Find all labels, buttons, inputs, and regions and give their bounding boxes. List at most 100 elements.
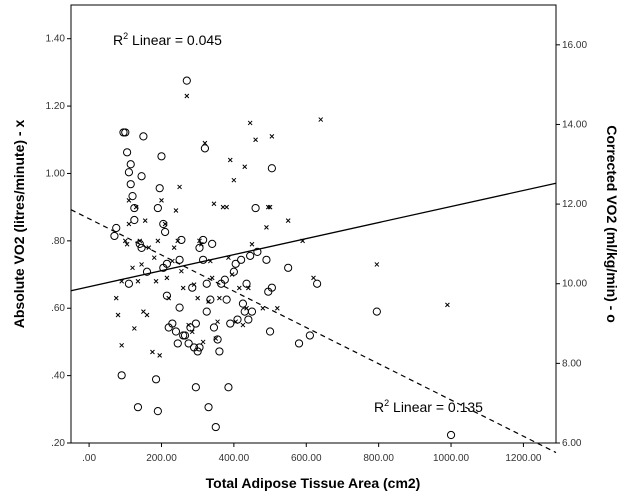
left-y-axis-title: Absolute VO2 (litres/minute) - x	[11, 120, 27, 329]
right-y-tick-label: 6.00	[562, 438, 582, 449]
x-tick-label: 400.00	[219, 453, 250, 464]
corrected-vo2-point	[135, 239, 144, 249]
right-y-axis-title: Corrected VO2 (ml/kg/min) - o	[604, 125, 620, 323]
left-y-tick-label: .20	[51, 438, 65, 449]
corrected-vo2-point	[151, 375, 161, 384]
absolute-vo2-point	[151, 255, 157, 261]
corrected-vo2-point	[171, 327, 181, 336]
absolute-vo2-point	[119, 342, 125, 348]
x-tick-label: 200.00	[146, 453, 177, 464]
corrected-vo2-point	[133, 403, 143, 412]
corrected-vo2-point	[168, 319, 177, 328]
x-tick-label: 1200.00	[505, 453, 542, 464]
right-y-tick-label: 12.00	[562, 199, 587, 210]
corrected-vo2-point	[215, 347, 224, 356]
corrected-vo2-point	[188, 283, 197, 292]
corrected-vo2-point	[186, 323, 195, 332]
absolute-vo2-point	[177, 184, 182, 190]
corrected-vo2-point	[237, 255, 246, 264]
corrected-vo2-point	[161, 227, 170, 237]
corrected-vo2-point	[372, 307, 381, 316]
left-y-tick-label: .40	[51, 371, 65, 382]
corrected-vo2-point	[130, 215, 139, 225]
corrected-vo2-point	[244, 315, 253, 324]
corrected-vo2-point	[126, 160, 135, 169]
corrected-vo2-point	[182, 76, 191, 85]
absolute-vo2-fit-line	[70, 182, 557, 292]
corrected-vo2-point	[177, 235, 186, 245]
corrected-vo2-point	[265, 327, 275, 336]
r-squared-annotation-dashed-fit: R2 Linear = 0.135	[374, 398, 483, 415]
absolute-vo2-point	[142, 218, 148, 223]
corrected-vo2-point	[220, 275, 229, 284]
corrected-vo2-point	[202, 307, 211, 316]
corrected-vo2-point	[117, 371, 126, 380]
x-tick-label: 600.00	[291, 453, 322, 464]
right-y-tick-label: 16.00	[562, 40, 587, 51]
absolute-vo2-point	[253, 137, 258, 143]
x-tick-label: 1000.00	[433, 453, 470, 464]
corrected-vo2-point	[193, 347, 202, 356]
corrected-vo2-point	[229, 267, 238, 276]
corrected-vo2-point	[200, 144, 210, 153]
absolute-vo2-point	[215, 319, 220, 325]
absolute-vo2-point	[227, 157, 233, 163]
corrected-vo2-point	[253, 247, 262, 256]
corrected-vo2-point	[153, 407, 162, 416]
absolute-vo2-point	[164, 275, 170, 281]
corrected-vo2-point	[195, 243, 204, 252]
absolute-vo2-point	[209, 275, 215, 281]
corrected-vo2-point	[139, 132, 148, 141]
corrected-vo2-point	[199, 235, 208, 245]
corrected-vo2-point	[159, 219, 168, 229]
absolute-vo2-point	[224, 204, 229, 210]
corrected-vo2-point	[130, 203, 139, 213]
corrected-vo2-point	[202, 279, 211, 288]
absolute-vo2-point	[274, 305, 280, 311]
corrected-vo2-point	[238, 299, 248, 308]
absolute-vo2-point	[139, 262, 144, 267]
absolute-vo2-point	[171, 245, 177, 250]
corrected-vo2-point	[175, 303, 184, 312]
corrected-vo2-point	[284, 263, 293, 272]
absolute-vo2-point	[146, 245, 152, 250]
absolute-vo2-point	[144, 312, 150, 318]
corrected-vo2-point	[246, 251, 255, 260]
absolute-vo2-point	[137, 238, 143, 244]
left-y-tick-label: 1.00	[46, 168, 66, 179]
absolute-vo2-point	[179, 268, 184, 274]
corrected-vo2-point	[162, 291, 172, 300]
corrected-vo2-point	[211, 422, 220, 432]
corrected-vo2-point	[123, 148, 132, 157]
corrected-vo2-point	[240, 307, 249, 316]
absolute-vo2-point	[300, 238, 305, 244]
absolute-vo2-point	[131, 326, 137, 331]
absolute-vo2-point	[240, 322, 246, 328]
absolute-vo2-point	[184, 93, 190, 99]
data-points	[110, 76, 456, 440]
right-y-tick-label: 10.00	[562, 279, 587, 290]
corrected-vo2-point	[110, 231, 119, 241]
corrected-vo2-point	[124, 168, 134, 177]
corrected-vo2-point	[446, 430, 456, 440]
corrected-vo2-point	[112, 223, 121, 233]
corrected-vo2-point	[191, 383, 200, 392]
right-y-tick-label: 8.00	[562, 358, 582, 369]
corrected-vo2-point	[313, 279, 322, 288]
absolute-vo2-point	[122, 238, 128, 244]
corrected-vo2-point	[124, 279, 134, 288]
right-y-tick-label: 14.00	[562, 119, 587, 130]
x-axis-ticks: .00 200.00 400.00 600.00 800.00 1000.00 1200.0…	[82, 443, 542, 464]
absolute-vo2-point	[264, 225, 269, 230]
corrected-vo2-point	[191, 319, 200, 328]
corrected-vo2-point	[208, 239, 217, 249]
left-y-tick-label: 1.40	[46, 34, 66, 45]
corrected-vo2-point	[222, 295, 231, 304]
absolute-vo2-point	[159, 198, 164, 203]
corrected-vo2-point	[251, 203, 260, 213]
absolute-vo2-point	[130, 265, 135, 271]
left-y-tick-label: .80	[51, 236, 65, 247]
absolute-vo2-point	[249, 241, 255, 247]
absolute-vo2-point	[217, 295, 222, 301]
corrected-vo2-point	[157, 152, 166, 161]
